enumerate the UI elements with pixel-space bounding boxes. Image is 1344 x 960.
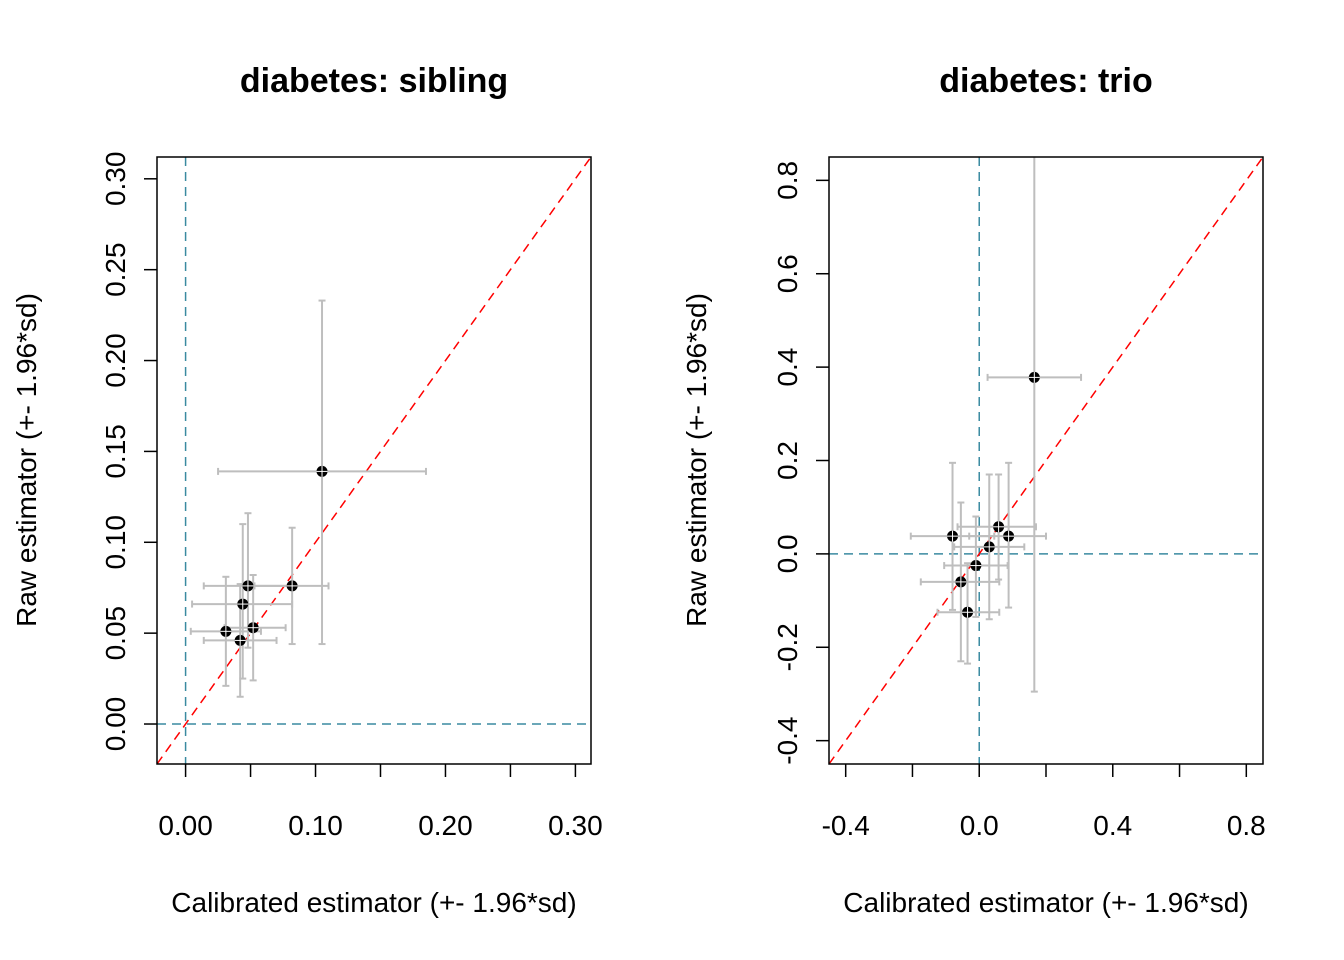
data-point <box>1003 530 1015 542</box>
x-tick-label: 0.10 <box>288 810 343 841</box>
x-tick-label: 0.4 <box>1093 810 1132 841</box>
y-axis-label: Raw estimator (+- 1.96*sd) <box>681 293 712 627</box>
plot-frame <box>156 156 592 765</box>
data-point <box>947 530 959 542</box>
data-point <box>247 622 259 634</box>
chart-panel-sibling: diabetes: sibling Calibrated estimator (… <box>11 62 603 918</box>
y-tick-label: 0.05 <box>100 606 131 661</box>
identity-line <box>829 157 1263 764</box>
axis-ticks: 0.00 0.10 0.20 0.30 0.00 0.05 0.10 0.15 0.20 0.25… <box>100 152 603 841</box>
data-point <box>1028 371 1040 383</box>
y-tick-label: -0.2 <box>772 623 803 671</box>
data-point <box>234 634 246 646</box>
data-point <box>955 576 967 588</box>
y-tick-label: 0.0 <box>772 534 803 573</box>
x-axis-label: Calibrated estimator (+- 1.96*sd) <box>843 887 1248 918</box>
y-tick-label: 0.15 <box>100 424 131 479</box>
y-tick-label: 0.20 <box>100 333 131 388</box>
data-point <box>316 465 328 477</box>
y-axis-label: Raw estimator (+- 1.96*sd) <box>11 293 42 627</box>
x-tick-label: 0.30 <box>548 810 603 841</box>
chart-title: diabetes: trio <box>939 62 1152 100</box>
y-tick-label: -0.4 <box>772 717 803 765</box>
plot-frame <box>828 156 1264 765</box>
identity-line <box>157 157 591 764</box>
data-point <box>220 625 232 637</box>
chart-panel-trio: diabetes: trio Calibrated estimator (+- … <box>681 62 1266 918</box>
data-point <box>286 580 298 592</box>
y-tick-label: 0.30 <box>100 152 131 207</box>
x-tick-label: 0.8 <box>1227 810 1266 841</box>
y-tick-label: 0.10 <box>100 515 131 570</box>
x-axis-label: Calibrated estimator (+- 1.96*sd) <box>171 887 576 918</box>
x-tick-label: -0.4 <box>822 810 870 841</box>
x-tick-label: 0.00 <box>158 810 213 841</box>
plot-area <box>829 157 1263 764</box>
data-point <box>237 598 249 610</box>
x-tick-label: 0.20 <box>418 810 473 841</box>
axis-ticks: -0.4 0.0 0.4 0.8 -0.4 -0.2 0.0 0.2 0.4 0.6 0.8 <box>772 161 1266 841</box>
y-tick-label: 0.25 <box>100 242 131 297</box>
chart-title: diabetes: sibling <box>240 62 508 100</box>
data-point <box>242 580 254 592</box>
y-tick-label: 0.00 <box>100 697 131 752</box>
data-point <box>983 541 995 553</box>
data-point <box>970 560 982 572</box>
x-tick-label: 0.0 <box>960 810 999 841</box>
y-tick-label: 0.6 <box>772 254 803 293</box>
data-point <box>962 606 974 618</box>
plot-area <box>157 157 591 764</box>
y-tick-label: 0.4 <box>772 348 803 387</box>
y-tick-label: 0.8 <box>772 161 803 200</box>
data-point <box>993 521 1005 533</box>
y-tick-label: 0.2 <box>772 441 803 480</box>
